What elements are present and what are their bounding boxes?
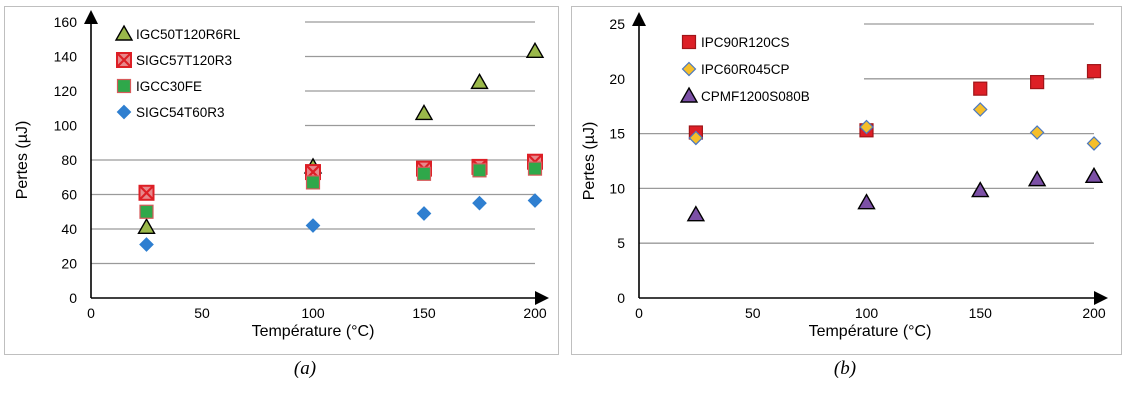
chart-a-x-axis-title: Température (°C) <box>252 323 375 340</box>
chart-b-x-tick-label: 50 <box>745 305 761 321</box>
chart-b-legend-marker <box>681 34 697 50</box>
chart-a-y-tick-label: 140 <box>54 49 78 65</box>
scatter-chart-b: 0 5 10 15 20 25 0 50 100 150 200 Température (°C) Pe… <box>581 12 1108 340</box>
chart-a-x-tick-label: 0 <box>87 305 95 321</box>
chart-a-y-tick-label: 20 <box>61 256 77 272</box>
chart-a-legend-label: SIGC54T60R3 <box>136 105 225 120</box>
chart-b-point-cpmf1200s080b <box>857 193 876 210</box>
chart-a-point-igc50t120r6rl <box>470 72 489 90</box>
chart-b-legend-item-ipc60r045cp: IPC60R045CP <box>681 61 790 77</box>
chart-b-y-axis-title: Pertes (µJ) <box>581 122 598 201</box>
chart-b-point-cpmf1200s080b <box>1027 170 1047 187</box>
chart-b-y-axis-arrow-icon <box>632 12 646 26</box>
chart-a-point-sigc54t60r3 <box>527 193 543 208</box>
chart-b-point-cpmf1200s080b <box>686 205 706 222</box>
chart-a-y-tick-label: 40 <box>61 221 77 237</box>
chart-b-point-cpmf1200s080b <box>1084 166 1104 184</box>
chart-a-legend-item-sigc57t120r3: SIGC57T120R3 <box>116 52 232 68</box>
chart-b-point-ipc60r045cp <box>1029 125 1045 140</box>
chart-b-series-ipc60r045cp <box>688 102 1102 151</box>
chart-a-y-tick-label: 120 <box>54 83 78 99</box>
chart-a-x-tick-label: 50 <box>194 305 210 321</box>
chart-a-legend-marker <box>114 24 134 41</box>
chart-b-y-tick-label: 25 <box>609 16 625 32</box>
chart-b-point-ipc90r120cs <box>973 81 988 96</box>
chart-b-y-tick-label: 5 <box>617 235 625 251</box>
chart-a-legend-item-sigc54t60r3: SIGC54T60R3 <box>116 104 225 120</box>
chart-a-point-igcc30fe <box>527 161 543 176</box>
chart-a-y-tick-label: 100 <box>54 118 78 134</box>
chart-a-legend-marker <box>116 78 132 94</box>
chart-b-point-ipc90r120cs <box>1030 74 1045 90</box>
chart-b-x-tick-label: 100 <box>855 305 879 321</box>
chart-a-legend-marker <box>116 104 132 120</box>
chart-b-x-tick-label: 0 <box>635 305 643 321</box>
chart-a-legend-label: IGC50T120R6RL <box>136 27 241 42</box>
caption-b: (b) <box>833 358 857 379</box>
chart-b-y-tick-label: 15 <box>609 126 625 142</box>
chart-a-legend-marker <box>116 52 132 68</box>
chart-b-legend-label: IPC90R120CS <box>701 35 790 50</box>
chart-b-legend-item-ipc90r120cs: IPC90R120CS <box>681 34 790 50</box>
chart-b-x-tick-label: 150 <box>969 305 993 321</box>
chart-b-legend-label: IPC60R045CP <box>701 62 790 77</box>
chart-b-legend-marker <box>681 61 697 77</box>
chart-a-point-sigc54t60r3 <box>305 218 321 233</box>
chart-b-point-cpmf1200s080b <box>971 181 990 198</box>
chart-b-point-ipc90r120cs <box>1086 64 1102 79</box>
chart-b-legend-marker <box>679 86 699 103</box>
chart-b-point-ipc60r045cp <box>688 130 704 146</box>
chart-a-legend-label: IGCC30FE <box>136 79 202 94</box>
chart-b-y-tick-label: 20 <box>609 71 625 87</box>
chart-a-y-tick-label: 60 <box>61 187 77 203</box>
chart-a-point-sigc54t60r3 <box>139 237 154 252</box>
chart-a-point-igcc30fe <box>472 163 487 178</box>
chart-b-point-ipc60r045cp <box>972 102 988 117</box>
chart-a-x-axis-arrow-icon <box>535 291 549 305</box>
chart-a-point-igc50t120r6rl <box>525 41 545 59</box>
chart-b-point-ipc60r045cp <box>859 119 874 135</box>
chart-b-point-ipc60r045cp <box>1086 136 1102 151</box>
chart-a-point-igcc30fe <box>305 175 321 190</box>
chart-a-y-tick-label: 0 <box>69 290 77 306</box>
chart-a-y-tick-label: 160 <box>54 14 78 30</box>
chart-a-series-igcc30fe <box>139 161 543 219</box>
chart-b-legend-item-cpmf1200s080b: CPMF1200S080B <box>679 86 810 104</box>
chart-panel-a: 0 20 40 60 80 100 120 140 160 0 50 100 150 200 Tempéra… <box>4 6 559 355</box>
scatter-chart-a: 0 20 40 60 80 100 120 140 160 0 50 100 150 200 Tempéra… <box>14 10 549 340</box>
chart-a-y-tick-label: 80 <box>61 152 77 168</box>
caption-a: (a) <box>293 358 317 379</box>
chart-a-x-tick-label: 150 <box>412 305 436 321</box>
chart-b-series-cpmf1200s080b <box>686 166 1104 222</box>
chart-a-point-igcc30fe <box>139 204 154 219</box>
chart-a-legend-item-igc50t120r6rl: IGC50T120R6RL <box>114 24 241 42</box>
chart-a-point-sigc54t60r3 <box>472 195 487 211</box>
chart-a-y-axis-title: Pertes (µJ) <box>14 121 31 200</box>
chart-a-point-sigc54t60r3 <box>416 206 432 221</box>
chart-b-x-tick-label: 200 <box>1082 305 1106 321</box>
chart-a-point-igc50t120r6rl <box>137 217 156 234</box>
chart-a-legend-label: SIGC57T120R3 <box>136 53 232 68</box>
chart-a-legend-item-igcc30fe: IGCC30FE <box>116 78 202 94</box>
chart-a-y-axis-arrow-icon <box>84 10 98 24</box>
chart-b-legend-label: CPMF1200S080B <box>701 89 810 104</box>
chart-a-series-sigc54t60r3 <box>139 193 543 252</box>
chart-b-y-tick-label: 10 <box>609 180 625 196</box>
chart-panel-b: 0 5 10 15 20 25 0 50 100 150 200 Température (°C) Pe… <box>571 6 1122 355</box>
chart-a-point-igc50t120r6rl <box>414 104 434 121</box>
chart-a-x-tick-label: 100 <box>301 305 325 321</box>
chart-b-x-axis-title: Température (°C) <box>809 323 932 340</box>
chart-b-y-tick-label: 0 <box>617 290 625 306</box>
chart-b-x-axis-arrow-icon <box>1094 291 1108 305</box>
chart-a-x-tick-label: 200 <box>523 305 547 321</box>
chart-a-point-sigc57t120r3 <box>138 184 155 201</box>
chart-a-point-igcc30fe <box>416 166 432 181</box>
